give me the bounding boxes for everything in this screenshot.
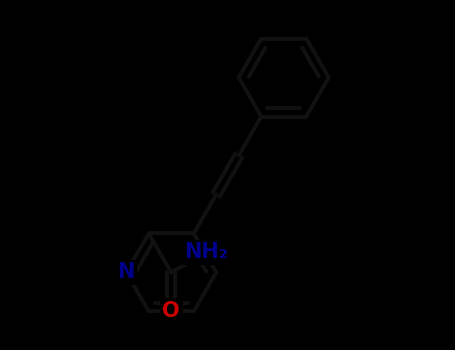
- Text: O: O: [162, 301, 180, 321]
- Text: NH₂: NH₂: [184, 242, 228, 262]
- Text: N: N: [117, 262, 135, 282]
